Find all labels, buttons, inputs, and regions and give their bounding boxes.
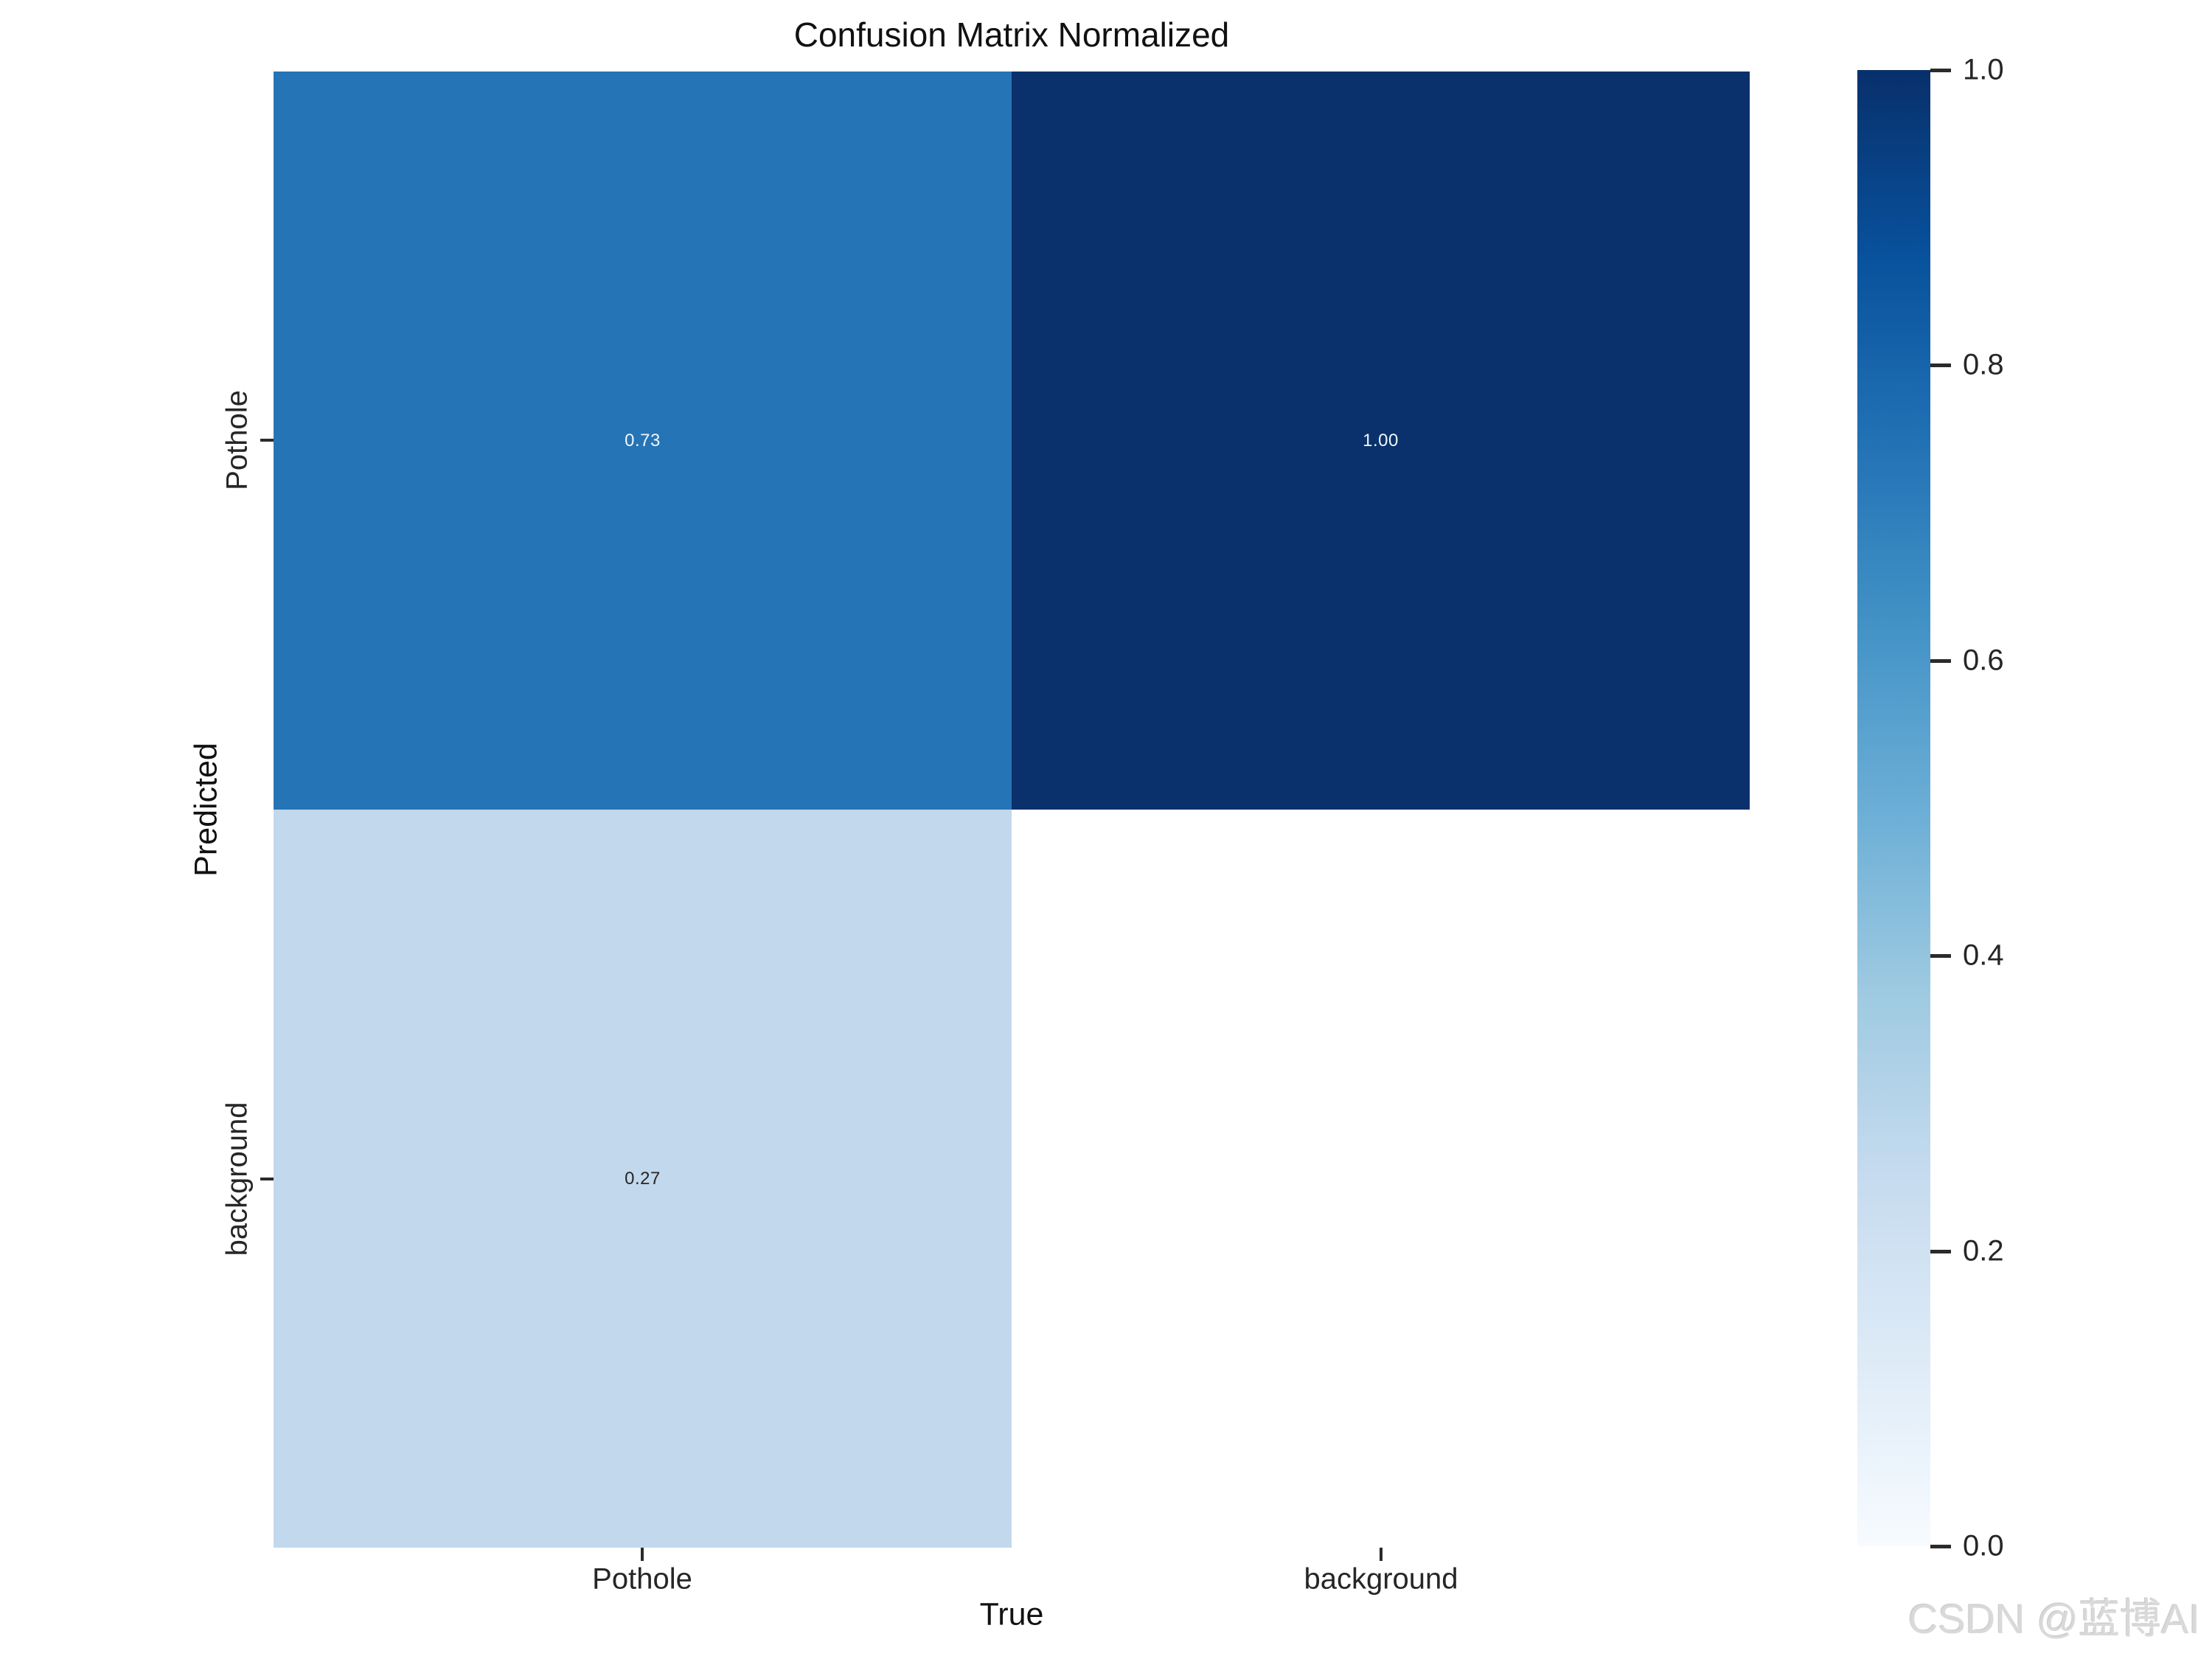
y-tick-mark — [260, 439, 274, 442]
y-tick-label-pothole: Pothole — [220, 390, 254, 490]
colorbar-tick-label: 0.8 — [1963, 348, 2004, 381]
x-tick-label-pothole: Pothole — [592, 1562, 692, 1596]
cell-value: 0.73 — [625, 430, 661, 451]
colorbar-tick-mark — [1930, 1250, 1951, 1253]
y-tick-mark — [260, 1178, 274, 1180]
colorbar-tick-mark — [1930, 1545, 1951, 1548]
colorbar-tick-mark — [1930, 659, 1951, 663]
csdn-watermark: CSDN @蓝博AI — [1908, 1596, 2200, 1642]
heatmap-cell-background-pothole: 0.27 — [274, 810, 1012, 1548]
colorbar-tick-label: 1.0 — [1963, 53, 2004, 86]
y-axis-label: Predicted — [188, 742, 224, 877]
heatmap-cell-background-background — [1012, 810, 1750, 1548]
x-tick-label-background: background — [1304, 1562, 1458, 1596]
heatmap-cell-pothole-pothole: 0.73 — [274, 72, 1012, 810]
colorbar-tick-label: 0.2 — [1963, 1234, 2004, 1267]
x-axis-label: True — [979, 1596, 1044, 1632]
cell-value: 1.00 — [1363, 430, 1399, 451]
cell-value: 0.27 — [625, 1168, 661, 1189]
colorbar-gradient — [1857, 70, 1930, 1546]
colorbar-tick-label: 0.0 — [1963, 1529, 2004, 1562]
chart-title: Confusion Matrix Normalized — [793, 15, 1230, 54]
heatmap-cell-pothole-background: 1.00 — [1012, 72, 1750, 810]
heatmap-grid: 0.73 1.00 0.27 — [274, 72, 1750, 1548]
colorbar-tick-label: 0.6 — [1963, 644, 2004, 677]
colorbar-tick-mark — [1930, 954, 1951, 958]
x-tick-mark — [1380, 1548, 1382, 1561]
x-tick-mark — [641, 1548, 644, 1561]
colorbar-tick-mark — [1930, 69, 1951, 72]
y-tick-label-background: background — [220, 1102, 254, 1256]
colorbar-tick-mark — [1930, 364, 1951, 367]
colorbar-tick-label: 0.4 — [1963, 939, 2004, 972]
